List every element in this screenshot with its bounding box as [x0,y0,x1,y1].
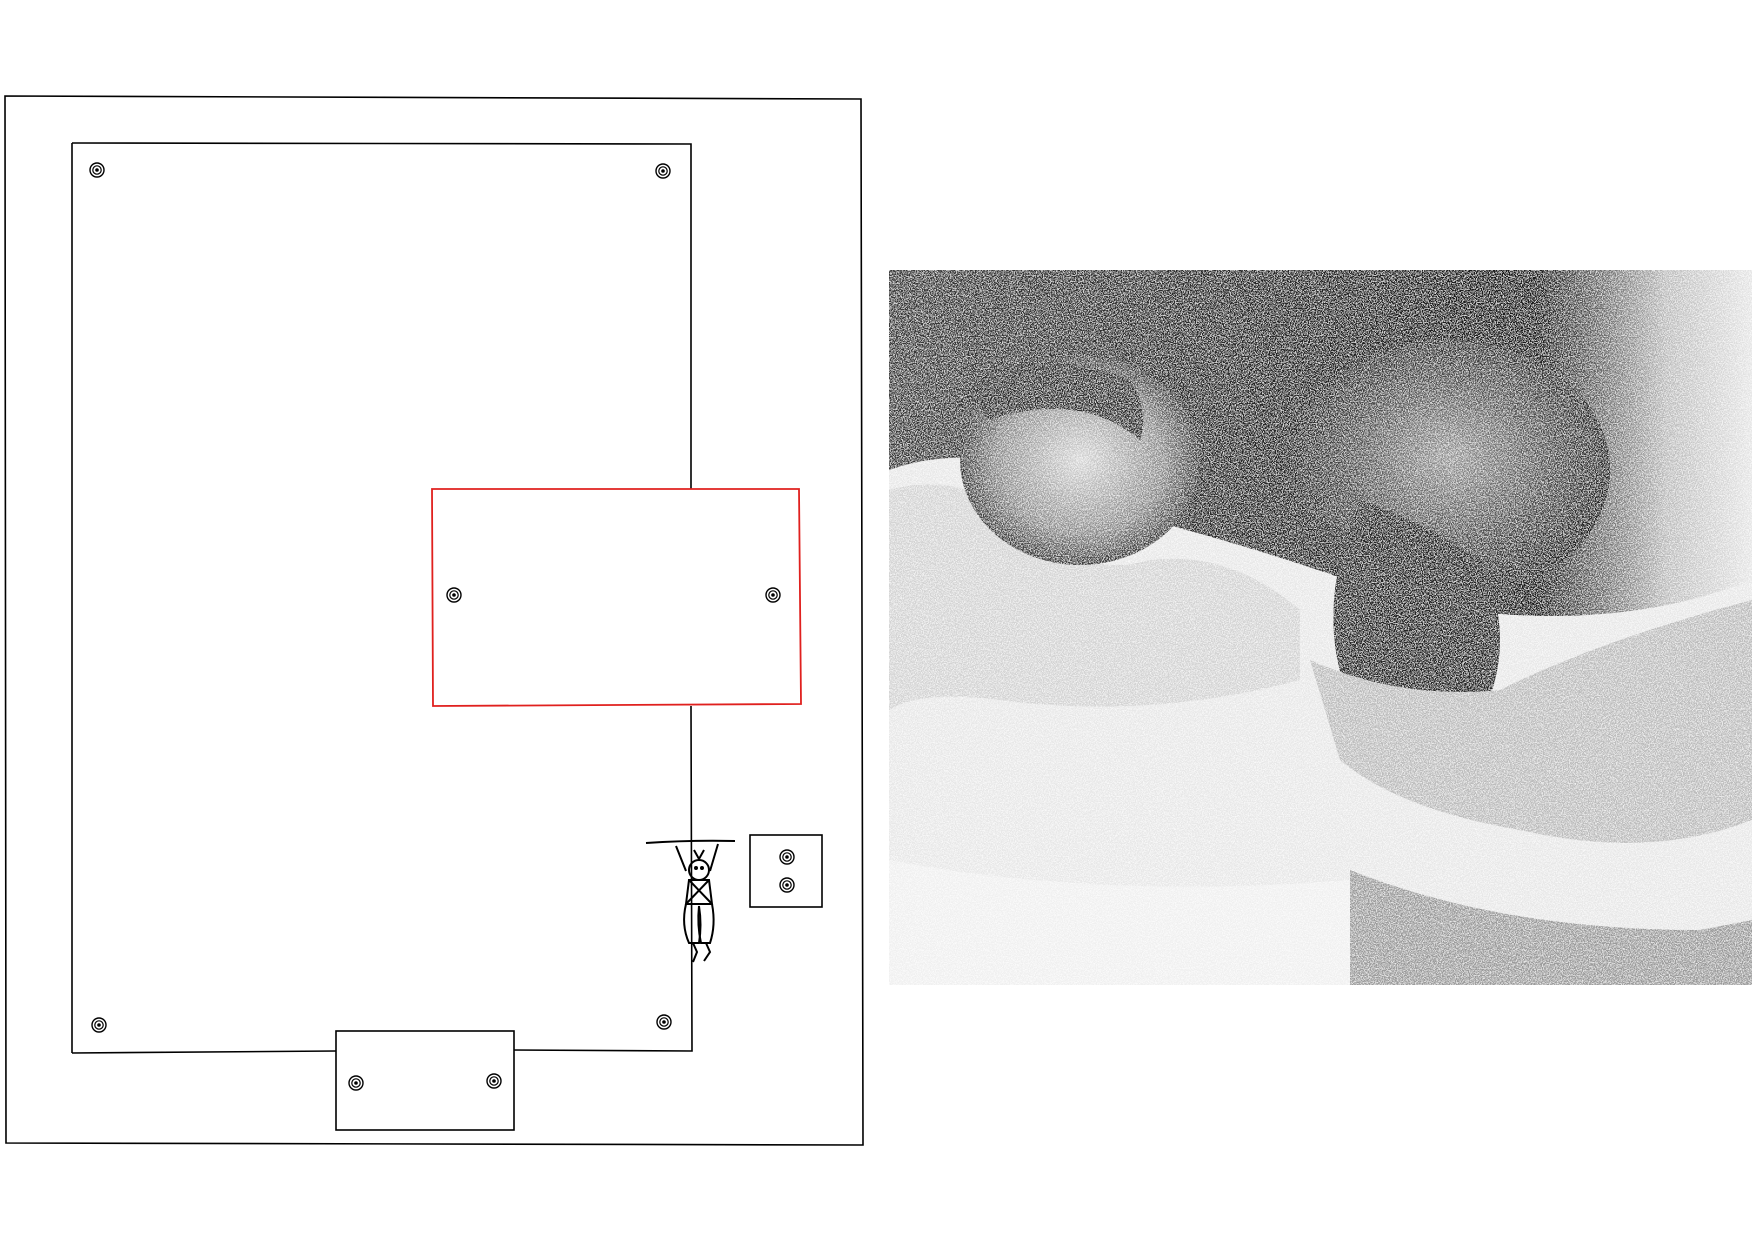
outer-board [4,95,864,1146]
stippled-photo [889,270,1752,985]
inner-panel [71,142,693,1054]
screw-icon [779,877,795,893]
screw-icon [765,587,781,603]
small-bracket [749,834,823,908]
screw-icon [656,1014,672,1030]
screw-icon [655,163,671,179]
screw-icon [446,587,462,603]
hanging-figure-icon [645,839,736,963]
screw-icon [779,849,795,865]
highlighted-plate [431,488,802,707]
technical-drawing [4,95,864,1146]
screw-icon [89,162,105,178]
screw-icon [486,1073,502,1089]
bottom-plate [335,1030,515,1131]
screw-icon [91,1017,107,1033]
screw-icon [348,1075,364,1091]
